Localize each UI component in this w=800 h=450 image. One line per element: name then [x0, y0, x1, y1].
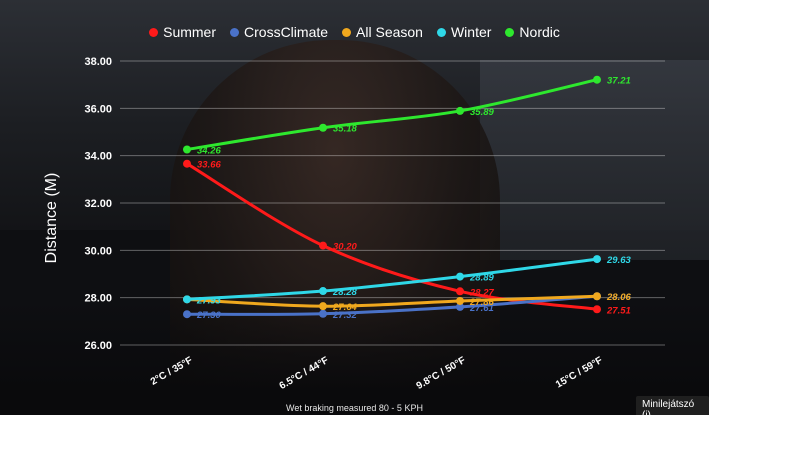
data-label: 28.06	[606, 292, 631, 303]
data-point	[593, 305, 601, 314]
data-label: 27.30	[196, 310, 221, 321]
data-point	[183, 145, 191, 154]
data-point	[183, 159, 191, 168]
legend-label: All Season	[356, 24, 423, 40]
x-tick-label: 9.8°C / 50°F	[415, 355, 468, 392]
legend-marker-icon	[342, 27, 352, 37]
series-line-crossclimate	[186, 294, 598, 316]
legend-marker-icon	[436, 27, 446, 37]
data-label: 27.32	[332, 310, 357, 321]
x-tick-label: 2°C / 35°F	[149, 355, 195, 388]
data-label: 35.18	[333, 124, 357, 135]
y-tick-label: 34.00	[84, 151, 112, 163]
y-axis-label: Distance (M)	[43, 173, 60, 264]
data-label: 28.89	[469, 273, 494, 284]
data-label: 33.66	[197, 160, 221, 171]
legend-label: Winter	[450, 24, 492, 40]
data-label: 27.86	[469, 297, 494, 308]
video-player[interactable]: 26.00 28.00 30.00 32.00 34.00 36.00 38.00 Dista…	[0, 0, 709, 415]
legend-item: Summer	[149, 24, 216, 40]
data-point	[456, 296, 464, 305]
data-label: 34.26	[197, 146, 221, 157]
data-point	[456, 272, 464, 281]
legend-item: All Season	[342, 24, 423, 40]
y-tick-label: 30.00	[84, 245, 112, 257]
car-window-right	[480, 60, 709, 260]
data-label: 37.21	[607, 76, 631, 87]
legend-item: Winter	[436, 24, 492, 40]
legend-marker-icon	[230, 27, 240, 37]
data-point	[183, 295, 191, 304]
legend-label: CrossClimate	[244, 24, 329, 40]
data-label: 29.63	[606, 255, 631, 266]
data-label: 27.93	[196, 295, 221, 306]
data-point	[456, 302, 464, 311]
data-point	[319, 309, 327, 318]
data-point	[593, 292, 601, 301]
data-point	[319, 302, 327, 311]
data-point	[456, 287, 464, 296]
legend-item: Nordic	[505, 24, 560, 40]
legend-item: CrossClimate	[230, 24, 328, 40]
data-label: 27.61	[469, 303, 494, 314]
data-label: 35.89	[470, 107, 494, 118]
data-point	[319, 241, 327, 250]
dashboard-shadow	[0, 300, 709, 415]
legend-marker-icon	[149, 27, 159, 37]
data-point	[319, 123, 327, 132]
y-tick-label: 28.00	[84, 293, 112, 305]
x-tick-label: 6.5°C / 44°F	[278, 355, 331, 392]
y-tick-label: 26.00	[84, 340, 112, 352]
data-label: 28.28	[332, 287, 357, 298]
series-line-nordic	[186, 78, 598, 151]
y-tick-label: 32.00	[84, 198, 112, 210]
series-line-winter	[186, 257, 598, 301]
data-point	[456, 106, 464, 115]
legend-label: Summer	[163, 24, 217, 40]
data-point	[319, 287, 327, 296]
data-point	[593, 255, 601, 264]
data-label: 28.27	[469, 287, 494, 298]
data-point	[183, 310, 191, 319]
series-line-summer	[186, 162, 598, 311]
data-label: 28.06	[606, 292, 631, 303]
series-line-all-season	[186, 294, 598, 308]
chart-legend: Summer CrossClimate All Season Winter Nordic	[0, 24, 709, 40]
data-label: 27.64	[332, 302, 357, 313]
y-tick-label: 38.00	[84, 56, 112, 68]
y-tick-label: 36.00	[84, 103, 112, 115]
mini-player-button[interactable]: Minilejátszó (i)	[636, 396, 709, 415]
data-label: 30.20	[333, 242, 357, 253]
legend-label: Nordic	[519, 24, 560, 40]
data-label: 27.93	[196, 295, 221, 306]
data-label: 27.51	[606, 305, 631, 316]
braking-distance-chart: 26.00 28.00 30.00 32.00 34.00 36.00 38.00 Dista…	[43, 56, 665, 392]
x-tick-label: 15°C / 59°F	[554, 355, 604, 390]
legend-marker-icon	[505, 27, 515, 37]
data-point	[593, 75, 601, 84]
chart-note: Wet braking measured 80 - 5 KPH	[286, 403, 423, 413]
